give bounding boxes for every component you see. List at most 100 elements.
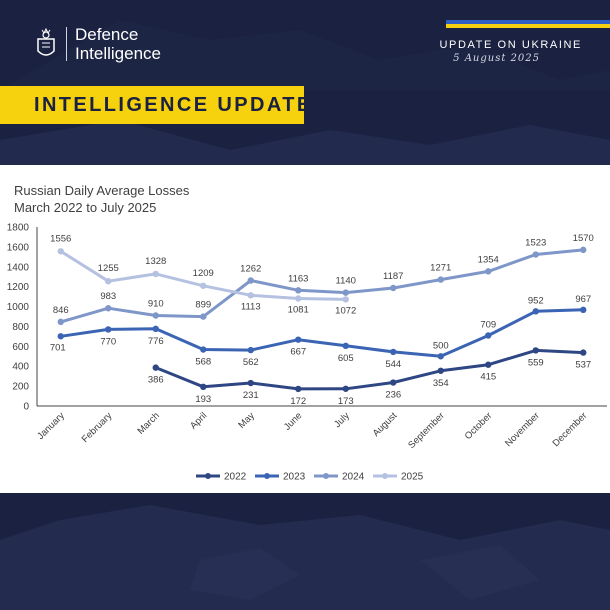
data-label-2022: 354 [433,378,449,389]
x-tick-label: April [188,410,209,431]
data-label-2025: 1209 [193,268,214,279]
x-tick-label: August [371,410,400,439]
data-label-2025: 1328 [145,256,166,267]
data-label-2023: 500 [433,340,449,351]
y-tick-label: 800 [12,322,29,333]
data-point-2022 [247,379,254,387]
data-label-2022: 559 [528,357,544,368]
data-point-2024 [247,277,254,284]
data-label-2023: 667 [290,347,306,358]
data-point-2022 [532,347,539,354]
data-label-2022: 193 [195,394,211,405]
x-tick-label: June [282,410,304,432]
x-tick-label: January [35,410,67,442]
data-label-2023: 770 [100,336,116,347]
data-point-2024 [580,246,587,254]
legend-marker-2024 [323,473,329,479]
data-label-2022: 173 [338,396,354,407]
x-tick-label: December [551,410,590,449]
chart-panel: Russian Daily Average Losses March 2022 … [0,165,610,493]
data-point-2022 [580,349,587,356]
data-point-2025 [342,296,349,303]
data-point-2025 [200,282,207,289]
data-label-2024: 1271 [430,263,451,274]
x-tick-label: November [503,410,542,449]
legend-marker-2025 [382,473,388,479]
data-point-2023 [437,353,444,360]
data-label-2023: 967 [575,294,591,305]
data-label-2022: 231 [243,390,259,401]
y-tick-label: 200 [12,382,29,393]
data-label-2022: 415 [480,372,496,383]
legend-marker-2023 [264,473,270,479]
data-point-2024 [437,276,444,283]
series-line-2024 [60,248,584,324]
legend-label-2025: 2025 [401,472,424,483]
y-tick-label: 600 [12,342,29,353]
y-tick-label: 1400 [7,262,30,273]
data-label-2025: 1556 [50,233,71,244]
data-label-2023: 701 [50,342,66,353]
data-point-2022 [342,385,349,392]
data-label-2024: 1523 [525,238,546,249]
data-point-2022 [437,367,444,374]
crest-icon [37,27,55,56]
legend-label-2023: 2023 [283,472,306,483]
data-label-2023: 605 [338,353,354,364]
data-point-2024 [200,313,207,320]
x-tick-label: September [406,410,447,451]
data-point-2023 [485,332,492,339]
data-label-2024: 846 [53,305,69,316]
org-line-2: Intelligence [75,44,162,63]
data-point-2024 [342,289,349,296]
logo-text: Defence Intelligence [75,25,161,63]
data-point-2022 [200,383,207,391]
y-tick-label: 400 [12,362,29,373]
data-point-2025 [152,270,159,278]
y-tick-label: 1800 [7,223,30,234]
x-tick-label: February [80,410,115,445]
data-point-2025 [105,277,112,285]
data-point-2023 [247,346,254,354]
data-label-2022: 386 [148,375,164,386]
data-label-2023: 568 [195,357,211,368]
data-point-2023 [105,326,112,333]
data-label-2024: 1163 [288,273,308,284]
org-line-1: Defence [75,25,139,44]
y-tick-label: 1000 [7,302,30,313]
data-label-2022: 172 [290,396,306,407]
data-label-2023: 562 [243,357,259,368]
data-label-2024: 1570 [573,233,594,244]
series-line-2023 [60,308,584,358]
data-point-2025 [247,292,254,299]
x-tick-label: March [135,410,161,436]
line-chart: 0 200 400 600 800 1000 1200 1400 1600 1800 January… [7,223,607,483]
banner-text: INTELLIGENCE UPDATE [34,94,313,116]
data-label-2024: 1354 [478,254,499,265]
data-point-2022 [485,361,492,368]
data-point-2023 [342,342,349,350]
data-point-2022 [295,385,302,393]
data-label-2025: 1113 [241,301,261,312]
update-date: 5 August 2025 [453,53,540,64]
data-point-2023 [295,336,302,343]
legend-marker-2022 [205,473,211,479]
data-point-2023 [152,325,159,333]
data-label-2024: 983 [100,291,116,302]
data-label-2024: 910 [148,299,164,310]
data-point-2022 [390,379,397,386]
data-label-2022: 537 [575,360,591,371]
update-title: UPDATE ON UKRAINE [439,39,582,51]
data-point-2024 [390,284,397,292]
data-label-2023: 709 [480,319,496,330]
data-label-2023: 952 [528,295,544,306]
data-point-2023 [390,348,397,356]
data-point-2024 [295,287,302,294]
ukraine-flag [446,20,610,28]
data-point-2022 [152,364,159,371]
data-label-2025: 1072 [335,305,356,316]
data-point-2024 [485,268,492,275]
data-point-2023 [200,346,207,353]
data-label-2025: 1255 [98,263,119,274]
x-tick-label: October [463,410,495,442]
